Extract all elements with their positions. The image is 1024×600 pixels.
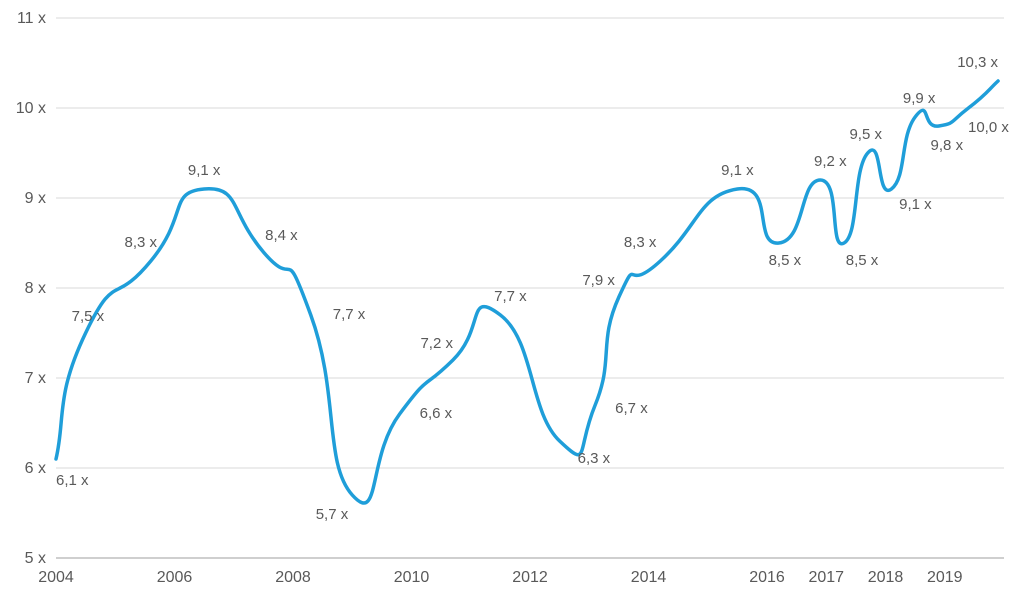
x-tick-label: 2014 (631, 569, 667, 586)
data-label: 7,9 x (582, 272, 615, 289)
x-tick-label: 2016 (749, 569, 785, 586)
data-label: 7,2 x (420, 335, 453, 352)
data-label: 8,5 x (846, 252, 879, 269)
y-tick-label: 6 x (25, 460, 46, 477)
data-label: 7,7 x (333, 306, 366, 323)
data-label: 9,1 x (721, 162, 754, 179)
line-chart: 5 x 6 x 7 x 8 x 9 x 10 x 11 x 2004 2006 2008 2010 2… (0, 0, 1024, 600)
x-tick-label: 2004 (38, 569, 74, 586)
x-tick-label: 2008 (275, 569, 311, 586)
data-label: 10,0 x (968, 119, 1009, 136)
data-label: 10,3 x (957, 54, 998, 71)
x-tick-label: 2017 (808, 569, 844, 586)
data-label: 9,9 x (903, 90, 936, 107)
x-tick-label: 2019 (927, 569, 963, 586)
data-label: 9,8 x (931, 137, 964, 154)
y-tick-label: 10 x (16, 100, 46, 117)
data-label: 8,5 x (769, 252, 802, 269)
data-label: 9,5 x (849, 126, 882, 143)
y-tick-label: 9 x (25, 190, 46, 207)
data-label: 8,3 x (125, 234, 158, 251)
data-label: 7,5 x (72, 308, 105, 325)
data-label: 6,6 x (420, 405, 453, 422)
x-tick-label: 2018 (868, 569, 904, 586)
data-label: 9,1 x (899, 196, 932, 213)
data-label: 6,1 x (56, 472, 89, 489)
data-label: 9,1 x (188, 162, 221, 179)
data-label: 7,7 x (494, 288, 527, 305)
data-label: 8,4 x (265, 227, 298, 244)
x-tick-label: 2010 (394, 569, 430, 586)
data-label: 6,7 x (615, 400, 648, 417)
x-tick-label: 2006 (157, 569, 193, 586)
y-tick-label: 8 x (25, 280, 46, 297)
data-label: 8,3 x (624, 234, 657, 251)
y-tick-label: 7 x (25, 370, 46, 387)
x-tick-label: 2012 (512, 569, 548, 586)
series-line (56, 81, 998, 503)
y-tick-label: 11 x (17, 10, 46, 27)
data-label: 9,2 x (814, 153, 847, 170)
data-label: 6,3 x (578, 450, 611, 467)
y-tick-label: 5 x (25, 550, 46, 567)
data-label: 5,7 x (316, 506, 349, 523)
